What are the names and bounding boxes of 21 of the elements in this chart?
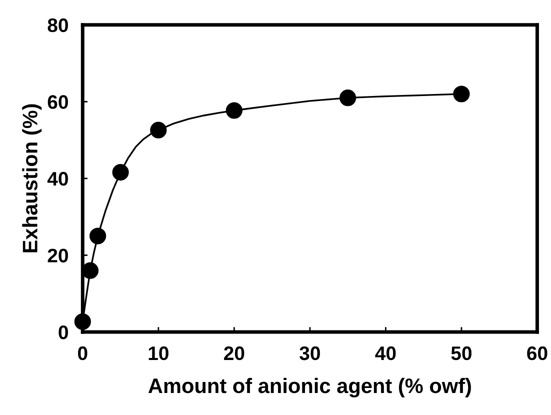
point (112, 164, 129, 181)
x-tick-label: 20 (224, 346, 244, 360)
x-tick-label: 10 (148, 346, 168, 360)
y-tick-label: 40 (47, 172, 68, 186)
y-tick-label: 80 (48, 18, 68, 32)
y-tick-label: 20 (48, 248, 68, 262)
point (90, 228, 106, 244)
point (453, 86, 470, 102)
y-axis-title: Exhaustion (%) (22, 104, 42, 252)
point (226, 102, 242, 119)
y-tick-label: 0 (58, 325, 68, 340)
x-tick-label: 60 (527, 346, 548, 360)
point (74, 313, 91, 330)
x-tick-label: 50 (451, 346, 472, 360)
x-tick-label: 40 (375, 346, 396, 360)
y-tick-label: 60 (48, 95, 68, 109)
x-tick-label: 0 (78, 346, 88, 360)
x-tick-label: 30 (300, 346, 320, 360)
point (340, 90, 356, 106)
point (150, 122, 167, 138)
x-axis-title: Amount of anionic agent (% owf) (148, 378, 471, 398)
